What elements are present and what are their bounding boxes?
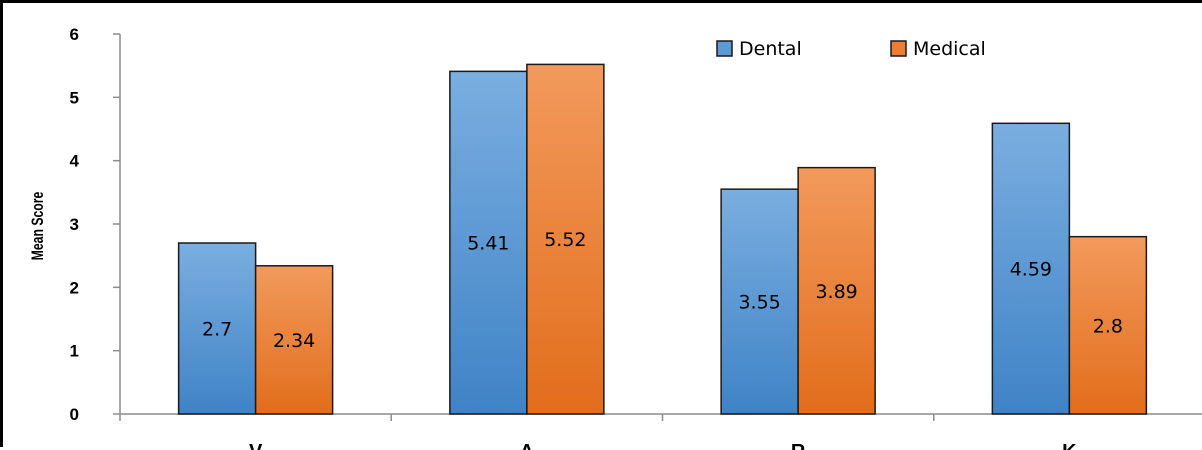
data-label: 2.7 bbox=[202, 319, 232, 341]
y-tick-label: 5 bbox=[70, 88, 79, 107]
legend: Dental Medical bbox=[716, 38, 986, 60]
bar-dental-r bbox=[720, 188, 799, 415]
bar-dental-k bbox=[991, 122, 1071, 415]
y-tick-label: 0 bbox=[70, 405, 79, 424]
data-label: 3.89 bbox=[815, 281, 857, 303]
legend-label-dental: Dental bbox=[739, 38, 802, 60]
data-label: 4.59 bbox=[1010, 259, 1052, 281]
data-labels: 2.7 2.34 5.41 5.52 3.55 3.89 4.59 2.8 bbox=[202, 229, 1123, 352]
bar-medical-r bbox=[797, 166, 876, 415]
y-tick-label: 4 bbox=[70, 152, 80, 171]
y-axis-title: Mean Score bbox=[29, 192, 47, 261]
legend-swatch-dental bbox=[716, 40, 733, 57]
data-label: 2.8 bbox=[1093, 315, 1123, 337]
y-tick-label: 2 bbox=[70, 278, 79, 297]
bar-medical-k bbox=[1068, 235, 1148, 415]
legend-swatch-medical bbox=[890, 40, 907, 57]
bar-medical-v bbox=[254, 265, 334, 415]
y-tick-label: 6 bbox=[70, 25, 79, 44]
y-tick-label: 3 bbox=[70, 215, 79, 234]
x-category-label: A bbox=[520, 441, 534, 450]
data-label: 2.34 bbox=[273, 330, 315, 352]
bar-medical-a bbox=[526, 63, 605, 415]
x-category-label: K bbox=[1062, 441, 1077, 450]
x-category-label: V bbox=[249, 441, 263, 450]
data-label: 3.55 bbox=[738, 292, 780, 314]
y-tick-label: 1 bbox=[70, 342, 79, 361]
bar-chart: 0123456VARK 2.72.345.415.523.553.894.592… bbox=[29, 25, 1202, 450]
legend-label-medical: Medical bbox=[913, 38, 986, 60]
x-category-label: R bbox=[791, 441, 806, 450]
data-label: 5.52 bbox=[544, 229, 586, 251]
bars bbox=[177, 63, 1148, 415]
data-label: 5.41 bbox=[467, 233, 509, 255]
